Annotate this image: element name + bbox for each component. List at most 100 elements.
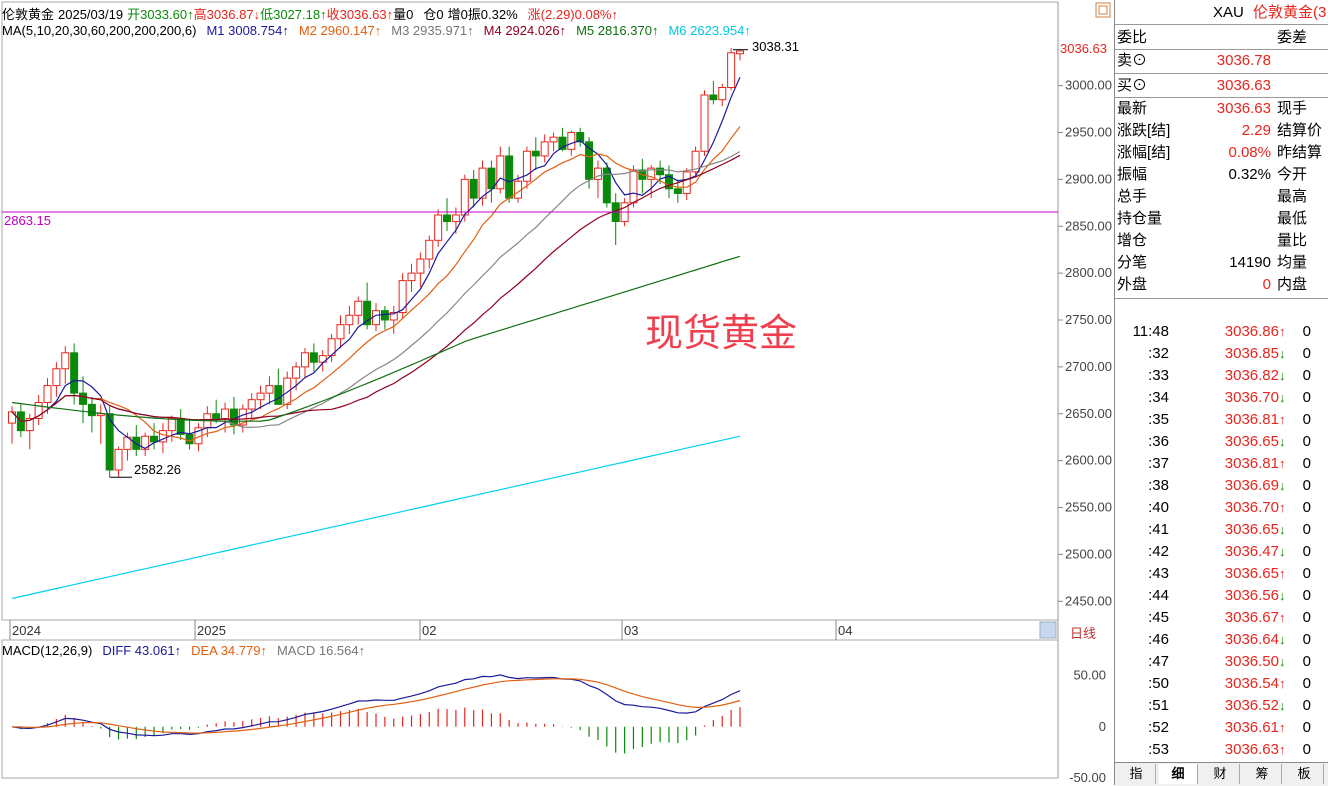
stat-label: 增仓 xyxy=(1117,232,1148,249)
tick-row: :47 3036.50 ↓ 0 xyxy=(1117,651,1327,673)
tick-row: 11:48 3036.86 ↑ 0 xyxy=(1117,321,1327,343)
candle-body xyxy=(576,132,585,143)
candle-body xyxy=(274,385,283,405)
chart-header: 伦敦黄金 2025/03/19 开3033.60↑高3036.87↓低3027.18… xyxy=(2,4,622,23)
y-tick-label: 2850.00 xyxy=(1065,218,1112,233)
panel-row-commission: 委比 委差 xyxy=(1117,27,1327,49)
tick-direction-icon: ↑ xyxy=(1279,324,1286,339)
tick-row: :36 3036.65 ↓ 0 xyxy=(1117,431,1327,453)
candle-body xyxy=(43,385,52,403)
instrument-name: 伦敦黄金 xyxy=(2,7,55,22)
candle-body xyxy=(87,403,96,417)
ma-label: MA(5,10,20,30,60,200,200,200,6) xyxy=(2,23,197,38)
ma-m3: M3 2935.971↑ xyxy=(391,23,474,38)
stat-value: 3036.63 xyxy=(1216,100,1271,117)
stat-row: 总手 最高 xyxy=(1117,186,1327,208)
candle-body xyxy=(114,448,123,471)
ma-m4: M4 2924.026↑ xyxy=(483,23,567,38)
tick-volume: 0 xyxy=(1302,521,1311,538)
y-tick-label: 2600.00 xyxy=(1065,453,1112,468)
candle-body xyxy=(398,280,407,313)
candle-body xyxy=(407,272,416,282)
tab-finance[interactable]: 财 xyxy=(1201,764,1240,784)
tick-volume: 0 xyxy=(1302,653,1311,670)
tick-row: :33 3036.82 ↓ 0 xyxy=(1117,365,1327,387)
candle-body xyxy=(318,355,327,363)
stat-label: 涨幅[结] xyxy=(1117,144,1171,161)
ma-m6: M6 2623.954↑ xyxy=(668,23,751,38)
stat-right-label: 均量 xyxy=(1277,254,1308,271)
tab-board[interactable]: 板 xyxy=(1285,764,1324,784)
stat-label: 持仓量 xyxy=(1117,210,1163,227)
tick-time: :37 xyxy=(1148,455,1169,472)
position-value: 仓0 xyxy=(423,7,444,22)
tick-row: :45 3036.67 ↑ 0 xyxy=(1117,607,1327,629)
increase-value: 增0 xyxy=(447,7,468,22)
scroll-handle[interactable] xyxy=(1039,621,1057,639)
candle-body xyxy=(709,94,718,101)
tick-direction-icon: ↓ xyxy=(1279,698,1286,713)
tick-time: :41 xyxy=(1148,521,1169,538)
last-price-tag: 3036.63 xyxy=(1060,41,1107,56)
candle-body xyxy=(158,430,167,443)
tab-chips[interactable]: 筹 xyxy=(1243,764,1282,784)
y-tick-label: 2700.00 xyxy=(1065,359,1112,374)
candle-body xyxy=(718,87,727,101)
stat-label: 最新 xyxy=(1117,100,1148,117)
candle-body xyxy=(682,171,691,194)
tick-volume: 0 xyxy=(1302,675,1311,692)
tick-volume: 0 xyxy=(1302,367,1311,384)
candle-body xyxy=(212,413,221,419)
tick-time: :52 xyxy=(1148,719,1169,736)
tick-direction-icon: ↓ xyxy=(1279,588,1286,603)
ma-line-m4 xyxy=(11,154,741,422)
tick-price: 3036.54 xyxy=(1224,675,1279,692)
tick-volume: 0 xyxy=(1302,389,1311,406)
candle-body xyxy=(79,392,88,405)
candle-body xyxy=(647,167,656,180)
tick-price: 3036.65 xyxy=(1224,433,1279,450)
candle-body xyxy=(664,174,673,190)
tick-price: 3036.65 xyxy=(1224,565,1279,582)
stat-right-label: 最高 xyxy=(1277,188,1308,205)
candle-body xyxy=(389,312,398,321)
tick-direction-icon: ↓ xyxy=(1279,522,1286,537)
stat-value: 2.29 xyxy=(1241,122,1271,139)
candle-body xyxy=(522,150,531,182)
stat-label: 总手 xyxy=(1117,188,1148,205)
candle-body xyxy=(540,141,549,157)
commission-ratio-label: 委比 xyxy=(1117,29,1148,46)
tab-detail[interactable]: 细 xyxy=(1159,764,1198,784)
candle-body xyxy=(531,150,540,157)
candle-body xyxy=(425,239,434,260)
stat-right-label: 量比 xyxy=(1277,232,1308,249)
stat-label: 分笔 xyxy=(1117,254,1148,271)
macd-legend: MACD(12,26,9) DIFF 43.061↑ DEA 34.779↑ MACD… xyxy=(2,643,369,658)
tick-row: :42 3036.47 ↓ 0 xyxy=(1117,541,1327,563)
candle-body xyxy=(416,258,425,274)
ma-m1: M1 3008.754↑ xyxy=(206,23,289,38)
candle-body xyxy=(372,310,380,326)
tick-time: :47 xyxy=(1148,653,1169,670)
tab-index[interactable]: 指 xyxy=(1117,764,1156,784)
tick-volume: 0 xyxy=(1302,477,1311,494)
tick-price: 3036.81 xyxy=(1224,455,1279,472)
tick-row: :43 3036.65 ↑ 0 xyxy=(1117,563,1327,585)
tick-time: :44 xyxy=(1148,587,1169,604)
tick-time: :33 xyxy=(1148,367,1169,384)
watermark-text: 现货黄金 xyxy=(645,311,798,355)
candle-body xyxy=(656,167,665,176)
macd-diff: DIFF 43.061↑ xyxy=(102,643,182,658)
candle-body xyxy=(141,435,150,450)
stat-row: 最新 3036.63 现手 xyxy=(1117,98,1327,120)
candle-body xyxy=(354,300,363,316)
candle-body xyxy=(167,417,176,432)
period-selector[interactable]: 日线 xyxy=(1070,626,1097,641)
panel-tab-bar: 指 细 财 筹 板 xyxy=(1115,762,1328,786)
tick-volume: 0 xyxy=(1302,587,1311,604)
period-high-label: 3038.31 xyxy=(752,39,799,54)
candle-body xyxy=(25,417,34,432)
settings-box[interactable] xyxy=(1095,2,1111,18)
quote-panel: XAU 伦敦黄金(3 委比 委差 卖⊙ 3036.78 买⊙ 3036.63 最… xyxy=(1114,0,1328,786)
tick-row: :40 3036.70 ↑ 0 xyxy=(1117,497,1327,519)
